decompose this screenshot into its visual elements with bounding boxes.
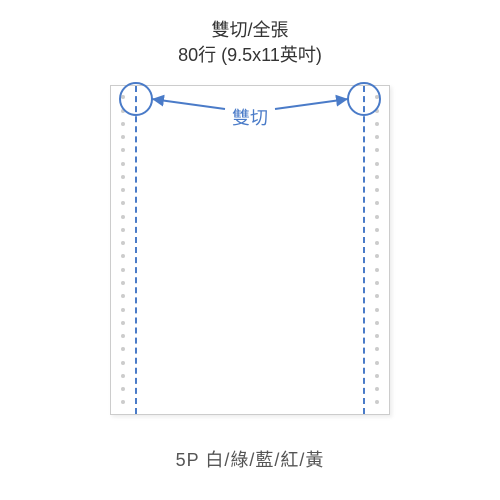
paper-sheet <box>110 85 390 415</box>
perforation-hole <box>375 162 379 166</box>
title-line2: 80行 (9.5x11英吋) <box>0 43 500 68</box>
perforation-hole <box>375 254 379 258</box>
perforation-hole <box>121 268 125 272</box>
perforation-hole <box>375 347 379 351</box>
perforation-hole <box>121 387 125 391</box>
perforation-strip-left <box>111 86 135 414</box>
perforation-hole <box>121 334 125 338</box>
perforation-hole <box>375 281 379 285</box>
perforation-hole <box>121 294 125 298</box>
bottom-label: 5P 白/綠/藍/紅/黃 <box>0 446 500 472</box>
tear-line-right <box>363 86 365 414</box>
perforation-hole <box>121 228 125 232</box>
perforation-hole <box>375 228 379 232</box>
perforation-hole <box>375 175 379 179</box>
perforation-hole <box>375 374 379 378</box>
title-block: 雙切/全張 80行 (9.5x11英吋) <box>0 18 500 68</box>
perforation-hole <box>121 347 125 351</box>
perforation-hole <box>375 400 379 404</box>
perforation-hole <box>375 215 379 219</box>
perforation-hole <box>121 254 125 258</box>
title-line1: 雙切/全張 <box>0 18 500 43</box>
perforation-hole <box>375 361 379 365</box>
perforation-hole <box>121 281 125 285</box>
perforation-hole <box>375 188 379 192</box>
perforation-hole <box>375 308 379 312</box>
perforation-hole <box>375 321 379 325</box>
perforation-hole <box>121 135 125 139</box>
perforation-hole <box>121 188 125 192</box>
perforation-strip-right <box>365 86 389 414</box>
perforation-hole <box>121 308 125 312</box>
perforation-hole <box>121 241 125 245</box>
perforation-hole <box>121 162 125 166</box>
perforation-hole <box>121 374 125 378</box>
perforation-hole <box>121 321 125 325</box>
perforation-hole <box>375 387 379 391</box>
perforation-hole <box>375 294 379 298</box>
perforation-hole <box>121 400 125 404</box>
perforation-hole <box>121 201 125 205</box>
callout-label: 雙切 <box>0 104 500 130</box>
perforation-hole <box>121 361 125 365</box>
perforation-hole <box>121 148 125 152</box>
perforation-hole <box>121 215 125 219</box>
perforation-hole <box>375 334 379 338</box>
perforation-hole <box>375 135 379 139</box>
perforation-hole <box>375 201 379 205</box>
perforation-hole <box>375 148 379 152</box>
perforation-hole <box>121 175 125 179</box>
perforation-hole <box>375 241 379 245</box>
tear-line-left <box>135 86 137 414</box>
perforation-hole <box>375 268 379 272</box>
